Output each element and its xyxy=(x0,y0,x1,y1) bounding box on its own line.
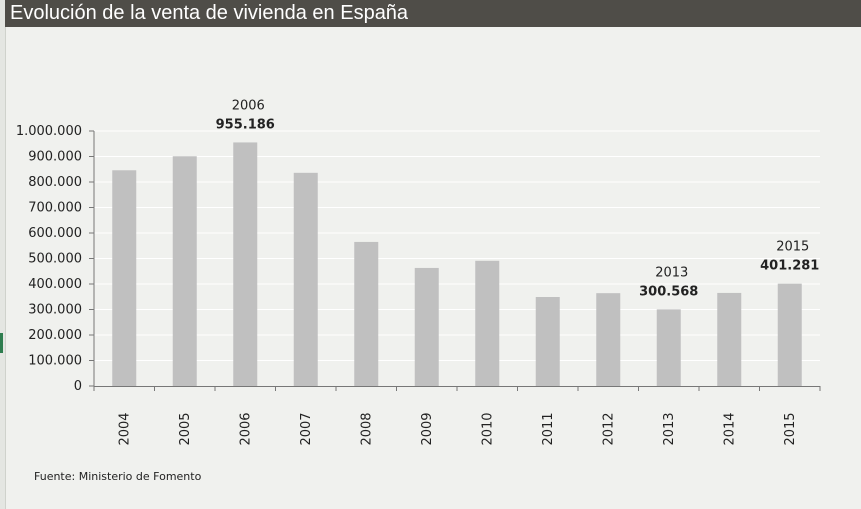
source-note: Fuente: Ministerio de Fomento xyxy=(34,470,202,483)
left-edge-marker xyxy=(0,333,3,353)
bar-2007 xyxy=(293,172,318,386)
bar-2010 xyxy=(475,260,500,386)
y-tick-label: 0 xyxy=(74,379,82,394)
x-tick-label: 2006 xyxy=(238,412,253,445)
x-tick-label: 2015 xyxy=(783,412,798,445)
y-tick-label: 300.000 xyxy=(28,303,82,318)
y-tick-label: 500.000 xyxy=(28,252,82,267)
y-tick-label: 200.000 xyxy=(28,328,82,343)
x-tick-label: 2011 xyxy=(541,412,556,445)
chart-title: Evolución de la venta de vivienda en Esp… xyxy=(5,0,861,27)
labels: 0 100.000 200.000 300.000 400.000 500.000 600.… xyxy=(16,98,820,445)
bar-2011 xyxy=(535,297,560,386)
annotation-year: 2006 xyxy=(232,98,265,113)
left-edge-strip xyxy=(0,0,6,509)
bar-2014 xyxy=(717,292,742,386)
bar-2005 xyxy=(172,156,197,386)
bar-2008 xyxy=(354,241,379,386)
annotation-value: 300.568 xyxy=(639,284,698,299)
bar-2012 xyxy=(596,293,621,386)
y-tick-label: 600.000 xyxy=(28,226,82,241)
bar-2015 xyxy=(777,283,802,386)
bar-2006 xyxy=(233,142,258,386)
annotation-year: 2015 xyxy=(776,240,809,255)
y-tick-label: 1.000.000 xyxy=(16,124,82,139)
bars xyxy=(112,142,802,386)
x-tick-label: 2007 xyxy=(299,412,314,445)
y-tick-label: 800.000 xyxy=(28,175,82,190)
bar-2009 xyxy=(414,267,439,386)
y-tick-label: 100.000 xyxy=(28,354,82,369)
x-tick-label: 2014 xyxy=(722,412,737,445)
gridlines xyxy=(94,130,820,361)
annotation-value: 401.281 xyxy=(760,259,819,274)
x-tick-label: 2012 xyxy=(601,412,616,445)
x-tick-label: 2004 xyxy=(117,412,132,445)
x-tick-label: 2009 xyxy=(420,412,435,445)
y-tick-label: 900.000 xyxy=(28,150,82,165)
y-tick-label: 700.000 xyxy=(28,201,82,216)
annotation-value: 955.186 xyxy=(216,117,275,132)
x-tick-label: 2010 xyxy=(480,412,495,445)
x-tick-label: 2013 xyxy=(662,412,677,445)
bar-2013 xyxy=(656,309,681,386)
y-tick-label: 400.000 xyxy=(28,277,82,292)
annotation-year: 2013 xyxy=(655,265,688,280)
bar-2004 xyxy=(112,170,137,386)
axes xyxy=(89,130,821,391)
x-tick-label: 2008 xyxy=(359,412,374,445)
x-tick-label: 2005 xyxy=(178,412,193,445)
